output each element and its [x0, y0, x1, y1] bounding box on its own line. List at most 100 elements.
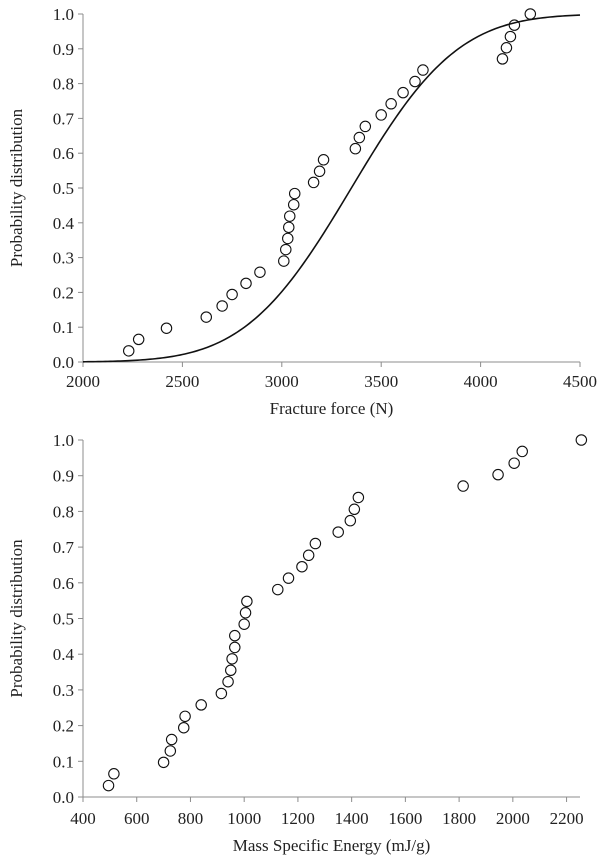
data-point	[160, 322, 173, 334]
data-point	[288, 187, 301, 200]
x-tick-label: 1000	[227, 809, 261, 828]
y-tick-label: 0.8	[53, 502, 74, 521]
y-tick-label: 0.9	[53, 467, 74, 486]
chart-fracture-force: 0.0 0.1 0.2 0.3 0.4 0.5 0.6 0.7 0.8 0.9 1.0 2000 250…	[7, 5, 597, 418]
data-point	[385, 98, 397, 110]
y-tick-label: 0.4	[53, 214, 75, 233]
y-axis-title: Probability distribution	[7, 108, 26, 267]
data-point	[496, 53, 509, 65]
y-tick-label: 0.1	[53, 318, 74, 337]
data-point	[313, 165, 326, 178]
data-point	[397, 86, 409, 99]
data-point	[284, 210, 296, 222]
data-point	[278, 255, 290, 267]
data-point	[508, 19, 521, 31]
data-point	[282, 232, 294, 245]
chart-mass-specific-energy: 0.0 0.1 0.2 0.3 0.4 0.5 0.6 0.7 0.8 0.9 1.0 400 600 8…	[7, 431, 588, 855]
data-point	[240, 277, 252, 290]
y-tick-label: 0.9	[53, 40, 74, 59]
x-tick-label: 1200	[281, 809, 315, 828]
x-axis-title: Fracture force (N)	[270, 399, 394, 418]
y-tick-label: 0.3	[53, 681, 74, 700]
data-point	[226, 288, 238, 301]
y-tick-label: 0.0	[53, 788, 74, 807]
x-tick-label: 3000	[265, 372, 299, 391]
data-point	[164, 745, 177, 757]
x-tick-label: 1800	[442, 809, 476, 828]
y-tick-label: 0.7	[53, 538, 75, 557]
data-point	[296, 560, 308, 573]
x-tick-label: 4500	[563, 372, 597, 391]
y-tick-label: 0.2	[53, 283, 74, 302]
x-tick-label: 400	[70, 809, 96, 828]
data-point	[165, 733, 178, 746]
data-point	[239, 607, 252, 619]
data-point	[508, 457, 520, 469]
y-axis-title: Probability distribution	[7, 539, 26, 698]
data-point	[309, 537, 322, 550]
data-point	[317, 154, 330, 166]
data-point	[102, 779, 115, 792]
data-point	[332, 526, 344, 538]
y-tick-label: 0.6	[53, 574, 74, 593]
data-point	[225, 664, 237, 677]
data-point	[229, 641, 241, 654]
data-point	[283, 221, 295, 234]
data-point	[375, 109, 387, 121]
data-point	[352, 491, 365, 504]
data-point	[359, 120, 372, 133]
data-point	[254, 266, 266, 278]
y-tick-label: 0.6	[53, 144, 74, 163]
data-point	[157, 756, 170, 769]
data-point	[504, 30, 517, 43]
data-point	[417, 64, 429, 76]
data-point	[280, 243, 292, 256]
x-tick-label: 2200	[550, 809, 584, 828]
y-tick-label: 0.5	[53, 610, 74, 629]
data-point	[222, 675, 234, 688]
data-point	[226, 653, 238, 665]
x-tick-label: 2000	[66, 372, 100, 391]
data-point	[122, 345, 135, 357]
data-point	[215, 687, 228, 700]
y-tick-label: 0.3	[53, 249, 74, 268]
fit-curve	[82, 14, 581, 363]
data-point	[524, 8, 537, 20]
data-point	[353, 131, 366, 144]
data-point	[348, 503, 361, 516]
data-point	[500, 42, 513, 54]
data-point	[229, 629, 241, 642]
data-point	[177, 721, 190, 734]
y-tick-label: 1.0	[53, 431, 74, 450]
data-point	[409, 75, 421, 88]
x-tick-label: 1400	[335, 809, 369, 828]
y-tick-label: 0.0	[53, 353, 74, 372]
data-point	[195, 699, 207, 711]
data-point	[575, 434, 588, 446]
data-point	[200, 311, 213, 323]
data-point	[307, 176, 320, 189]
data-point	[492, 468, 504, 481]
data-point	[272, 583, 284, 596]
data-point	[282, 572, 295, 584]
data-point	[108, 768, 120, 780]
y-tick-label: 0.8	[53, 75, 74, 94]
data-point	[302, 549, 315, 562]
data-point	[241, 595, 253, 608]
data-point	[349, 142, 362, 155]
y-tick-label: 0.7	[53, 109, 75, 128]
y-tick-label: 0.2	[53, 717, 74, 736]
data-point	[287, 198, 300, 211]
data-point	[216, 300, 228, 312]
y-tick-label: 0.4	[53, 645, 75, 664]
data-point	[132, 333, 145, 346]
x-tick-label: 4000	[464, 372, 498, 391]
x-tick-label: 2500	[165, 372, 199, 391]
data-point	[344, 514, 357, 527]
x-tick-label: 600	[124, 809, 150, 828]
y-tick-label: 1.0	[53, 5, 74, 24]
x-tick-label: 3500	[364, 372, 398, 391]
x-axis-title: Mass Specific Energy (mJ/g)	[233, 836, 431, 855]
data-point	[179, 710, 191, 723]
